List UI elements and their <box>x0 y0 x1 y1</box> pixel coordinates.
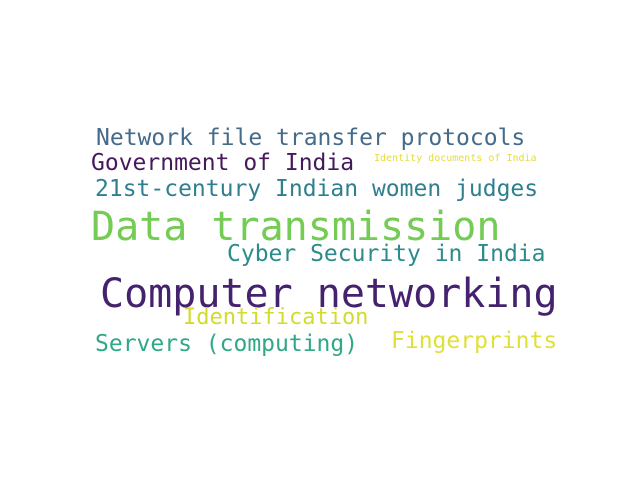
word-data-transmission: Data transmission <box>91 204 501 250</box>
word-government-of-india: Government of India <box>91 150 355 176</box>
word-servers-computing: Servers (computing) <box>95 331 359 357</box>
word-identification: Identification <box>183 305 369 330</box>
word-identity-documents-of-india: Identity documents of India <box>374 153 537 164</box>
word-fingerprints: Fingerprints <box>391 328 558 354</box>
word-network-file-transfer-protocols: Network file transfer protocols <box>96 125 526 151</box>
word-computer-networking: Computer networking <box>100 271 558 317</box>
word-21st-century-indian-women-judges: 21st-century Indian women judges <box>95 176 539 202</box>
word-cyber-security-in-india: Cyber Security in India <box>227 241 546 267</box>
